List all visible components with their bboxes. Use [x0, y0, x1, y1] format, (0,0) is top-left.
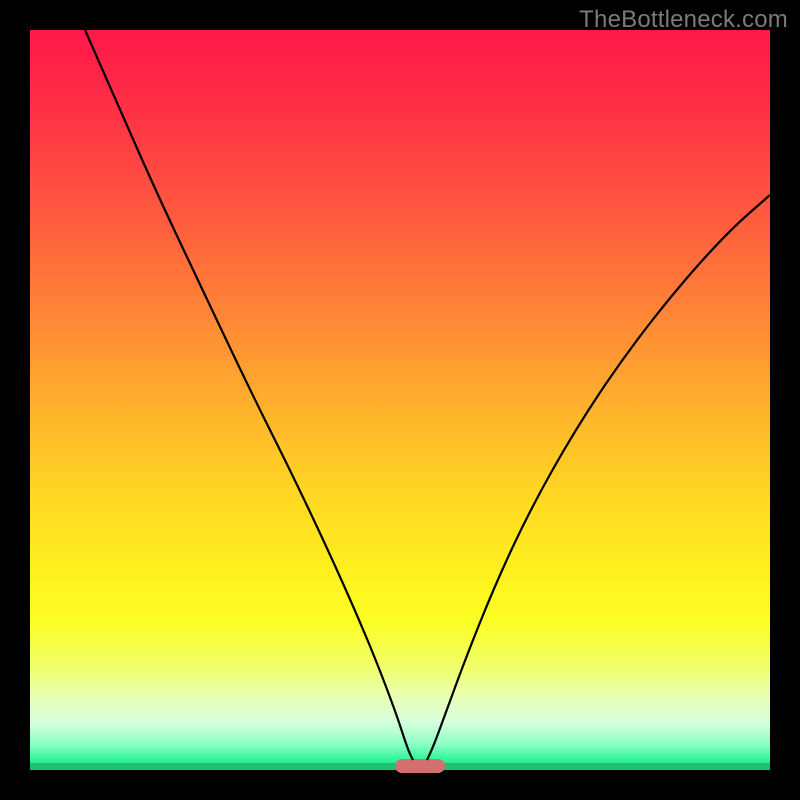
chart-container: TheBottleneck.com: [0, 0, 800, 800]
optimum-marker: [395, 759, 445, 773]
plot-area: [30, 30, 770, 770]
watermark-text: TheBottleneck.com: [579, 6, 788, 34]
bottleneck-chart: [0, 0, 800, 800]
